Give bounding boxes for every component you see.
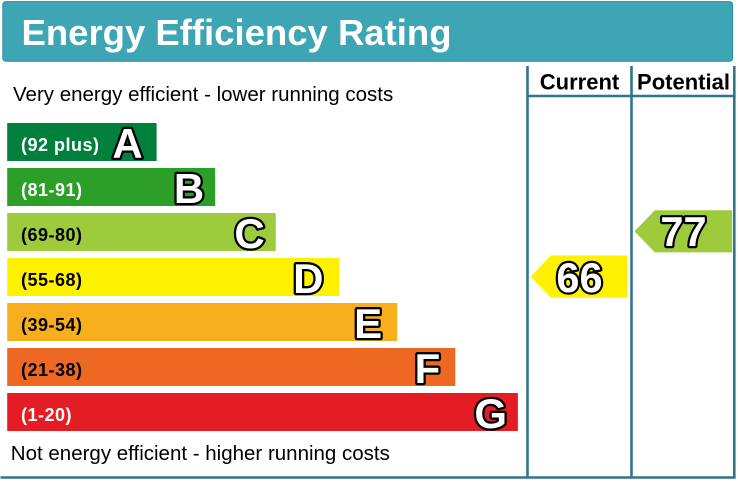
svg-text:(1-20): (1-20) [21,405,72,425]
svg-text:B: B [174,165,204,212]
svg-text:(55-68): (55-68) [21,270,83,290]
svg-text:C: C [234,210,264,257]
svg-text:G: G [474,390,507,437]
svg-text:Energy Efficiency Rating: Energy Efficiency Rating [22,12,452,53]
svg-text:(39-54): (39-54) [21,315,83,335]
svg-text:(92 plus): (92 plus) [21,135,100,155]
svg-text:(21-38): (21-38) [21,360,83,380]
svg-text:D: D [293,255,323,302]
svg-text:(69-80): (69-80) [21,225,83,245]
svg-text:(81-91): (81-91) [21,180,83,200]
svg-text:Not energy efficient - higher: Not energy efficient - higher running co… [11,442,390,465]
svg-text:E: E [354,300,382,347]
svg-text:Potential: Potential [637,70,730,95]
svg-text:Current: Current [540,70,620,95]
svg-text:Very energy efficient - lower: Very energy efficient - lower running co… [13,83,393,106]
svg-text:F: F [415,345,441,392]
svg-text:77: 77 [660,208,706,255]
svg-text:A: A [112,120,142,167]
svg-text:66: 66 [556,254,602,301]
